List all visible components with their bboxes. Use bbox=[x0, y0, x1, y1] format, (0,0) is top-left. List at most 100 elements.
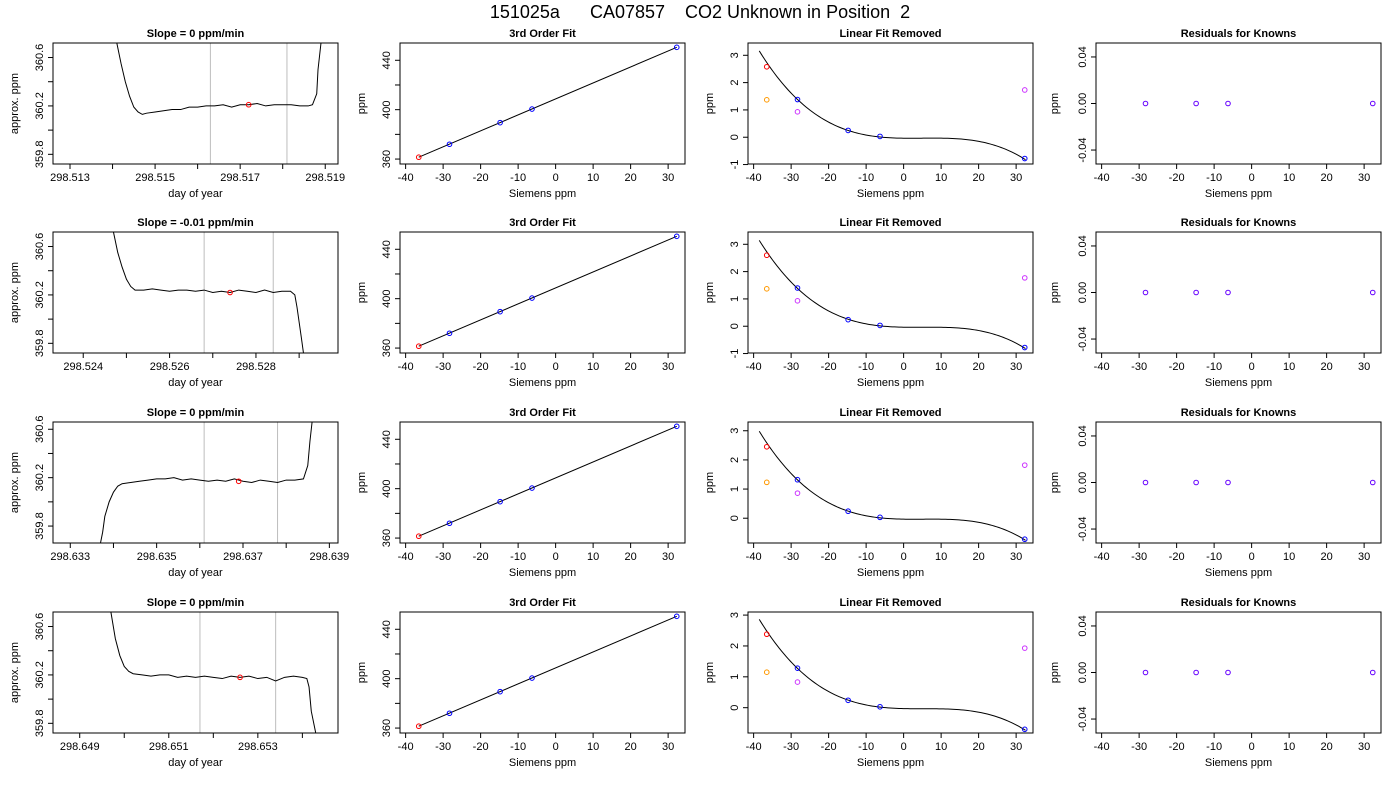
x-axis-label: Siemens ppm bbox=[509, 757, 576, 769]
data-point bbox=[529, 295, 535, 301]
x-tick-label: -20 bbox=[1169, 741, 1185, 753]
y-tick-label: 0 bbox=[729, 323, 741, 329]
y-tick-label: 360.6 bbox=[34, 233, 46, 261]
x-tick-label: 20 bbox=[973, 551, 985, 563]
x-tick-label: 0 bbox=[901, 741, 907, 753]
x-tick-label: 20 bbox=[1321, 361, 1333, 373]
panel-r4c4: -40 -30 -20 -10 0 10 20 30 -0.04 0.00 0.04 Residual… bbox=[1049, 597, 1382, 769]
y-tick-label: 360.2 bbox=[34, 281, 46, 309]
x-tick-label: -40 bbox=[398, 741, 414, 753]
data-point bbox=[497, 498, 503, 505]
x-tick-label: -40 bbox=[746, 551, 762, 563]
data-point bbox=[845, 508, 851, 515]
y-tick-label: 359.8 bbox=[34, 330, 46, 358]
data-point bbox=[1142, 669, 1149, 676]
panel-r4c3: -40 -30 -20 -10 0 10 20 30 0 1 2 3 Linear Fit Remove… bbox=[704, 597, 1034, 769]
mean-point bbox=[227, 289, 233, 296]
x-tick-label: -30 bbox=[435, 551, 451, 563]
data-point bbox=[529, 675, 535, 681]
x-axis-label: Siemens ppm bbox=[1205, 567, 1272, 579]
x-tick-label: 298.519 bbox=[305, 172, 345, 184]
panel-title: 3rd Order Fit bbox=[509, 28, 576, 40]
y-tick-label: 440 bbox=[381, 430, 393, 448]
plot-area bbox=[110, 612, 317, 733]
x-tick-label: -30 bbox=[1131, 741, 1147, 753]
x-tick-label: 298.526 bbox=[150, 361, 190, 373]
plot-area bbox=[1142, 669, 1376, 676]
plot-frame bbox=[747, 231, 1034, 354]
y-axis-label: ppm bbox=[356, 93, 368, 114]
data-point bbox=[763, 669, 770, 675]
y-axis-label: ppm bbox=[1049, 282, 1061, 303]
x-tick-label: 10 bbox=[935, 361, 947, 373]
x-axis-label: day of year bbox=[168, 188, 223, 200]
panel-r3c1: 298.633 298.635 298.637 298.639 359.8 360.2 36… bbox=[9, 407, 349, 579]
y-tick-label: 3 bbox=[729, 428, 741, 434]
plot-area bbox=[758, 619, 1028, 733]
x-tick-label: -30 bbox=[783, 361, 799, 373]
x-tick-label: -20 bbox=[1169, 172, 1185, 184]
data-point bbox=[1193, 289, 1199, 296]
plot-area bbox=[415, 423, 680, 540]
y-tick-label: 360.6 bbox=[34, 44, 46, 72]
y-axis-label: ppm bbox=[1049, 93, 1061, 114]
x-tick-label: -20 bbox=[1169, 551, 1185, 563]
panel-title: Linear Fit Removed bbox=[839, 217, 941, 229]
y-tick-label: 1 bbox=[729, 486, 741, 492]
x-tick-label: 30 bbox=[662, 172, 674, 184]
x-tick-label: -10 bbox=[858, 551, 874, 563]
data-point bbox=[763, 63, 770, 70]
data-point bbox=[673, 44, 680, 51]
data-point bbox=[1021, 275, 1028, 281]
plot-area bbox=[415, 233, 680, 350]
data-point bbox=[446, 520, 453, 527]
data-point bbox=[673, 233, 680, 240]
x-axis-label: day of year bbox=[168, 567, 223, 579]
data-point bbox=[497, 688, 503, 695]
data-point bbox=[794, 96, 801, 103]
plot-area bbox=[1142, 100, 1376, 107]
x-tick-label: 30 bbox=[1010, 361, 1022, 373]
y-tick-label: 360.2 bbox=[34, 92, 46, 120]
plot-frame bbox=[399, 421, 686, 544]
x-tick-label: -40 bbox=[746, 361, 762, 373]
data-point bbox=[1225, 479, 1231, 486]
x-tick-label: -30 bbox=[783, 172, 799, 184]
x-tick-label: 298.649 bbox=[60, 741, 100, 753]
mean-point bbox=[245, 101, 252, 108]
x-tick-label: 0 bbox=[553, 741, 559, 753]
panel-r1c4: -40 -30 -20 -10 0 10 20 30 -0.04 0.00 0.04 Residual… bbox=[1049, 28, 1382, 200]
panel-title: 3rd Order Fit bbox=[509, 217, 576, 229]
data-point bbox=[877, 514, 883, 521]
x-axis-label: Siemens ppm bbox=[857, 188, 924, 200]
data-point bbox=[415, 723, 422, 730]
data-point bbox=[1021, 155, 1028, 162]
y-tick-label: 360 bbox=[381, 339, 393, 357]
y-axis-label: approx. ppm bbox=[9, 262, 21, 323]
x-tick-label: 0 bbox=[901, 551, 907, 563]
plot-frame bbox=[399, 611, 686, 734]
y-tick-label: 0 bbox=[729, 705, 741, 711]
x-axis-label: Siemens ppm bbox=[509, 377, 576, 389]
y-tick-label: 359.8 bbox=[34, 141, 46, 169]
x-tick-label: 20 bbox=[625, 551, 637, 563]
y-tick-label: -0.04 bbox=[1077, 516, 1089, 541]
plot-area bbox=[112, 232, 304, 353]
panel-r3c2: -40 -30 -20 -10 0 10 20 30 360 400 440 3rd Order Fi… bbox=[356, 407, 686, 579]
data-point bbox=[1369, 479, 1376, 486]
plot-frame bbox=[747, 42, 1034, 165]
y-tick-label: 3 bbox=[729, 241, 741, 247]
panel-r2c1: 298.524 298.526 298.528 359.8 360.2 360.6 Slop… bbox=[9, 217, 339, 389]
x-tick-label: 0 bbox=[553, 172, 559, 184]
plot-frame bbox=[399, 231, 686, 354]
data-point bbox=[794, 476, 801, 483]
fit-curve bbox=[758, 430, 1026, 541]
y-tick-label: 359.8 bbox=[34, 710, 46, 738]
x-tick-label: 298.517 bbox=[220, 172, 260, 184]
data-point bbox=[1193, 100, 1199, 107]
y-axis-label: ppm bbox=[356, 472, 368, 493]
data-point bbox=[794, 298, 801, 304]
x-tick-label: 10 bbox=[935, 172, 947, 184]
